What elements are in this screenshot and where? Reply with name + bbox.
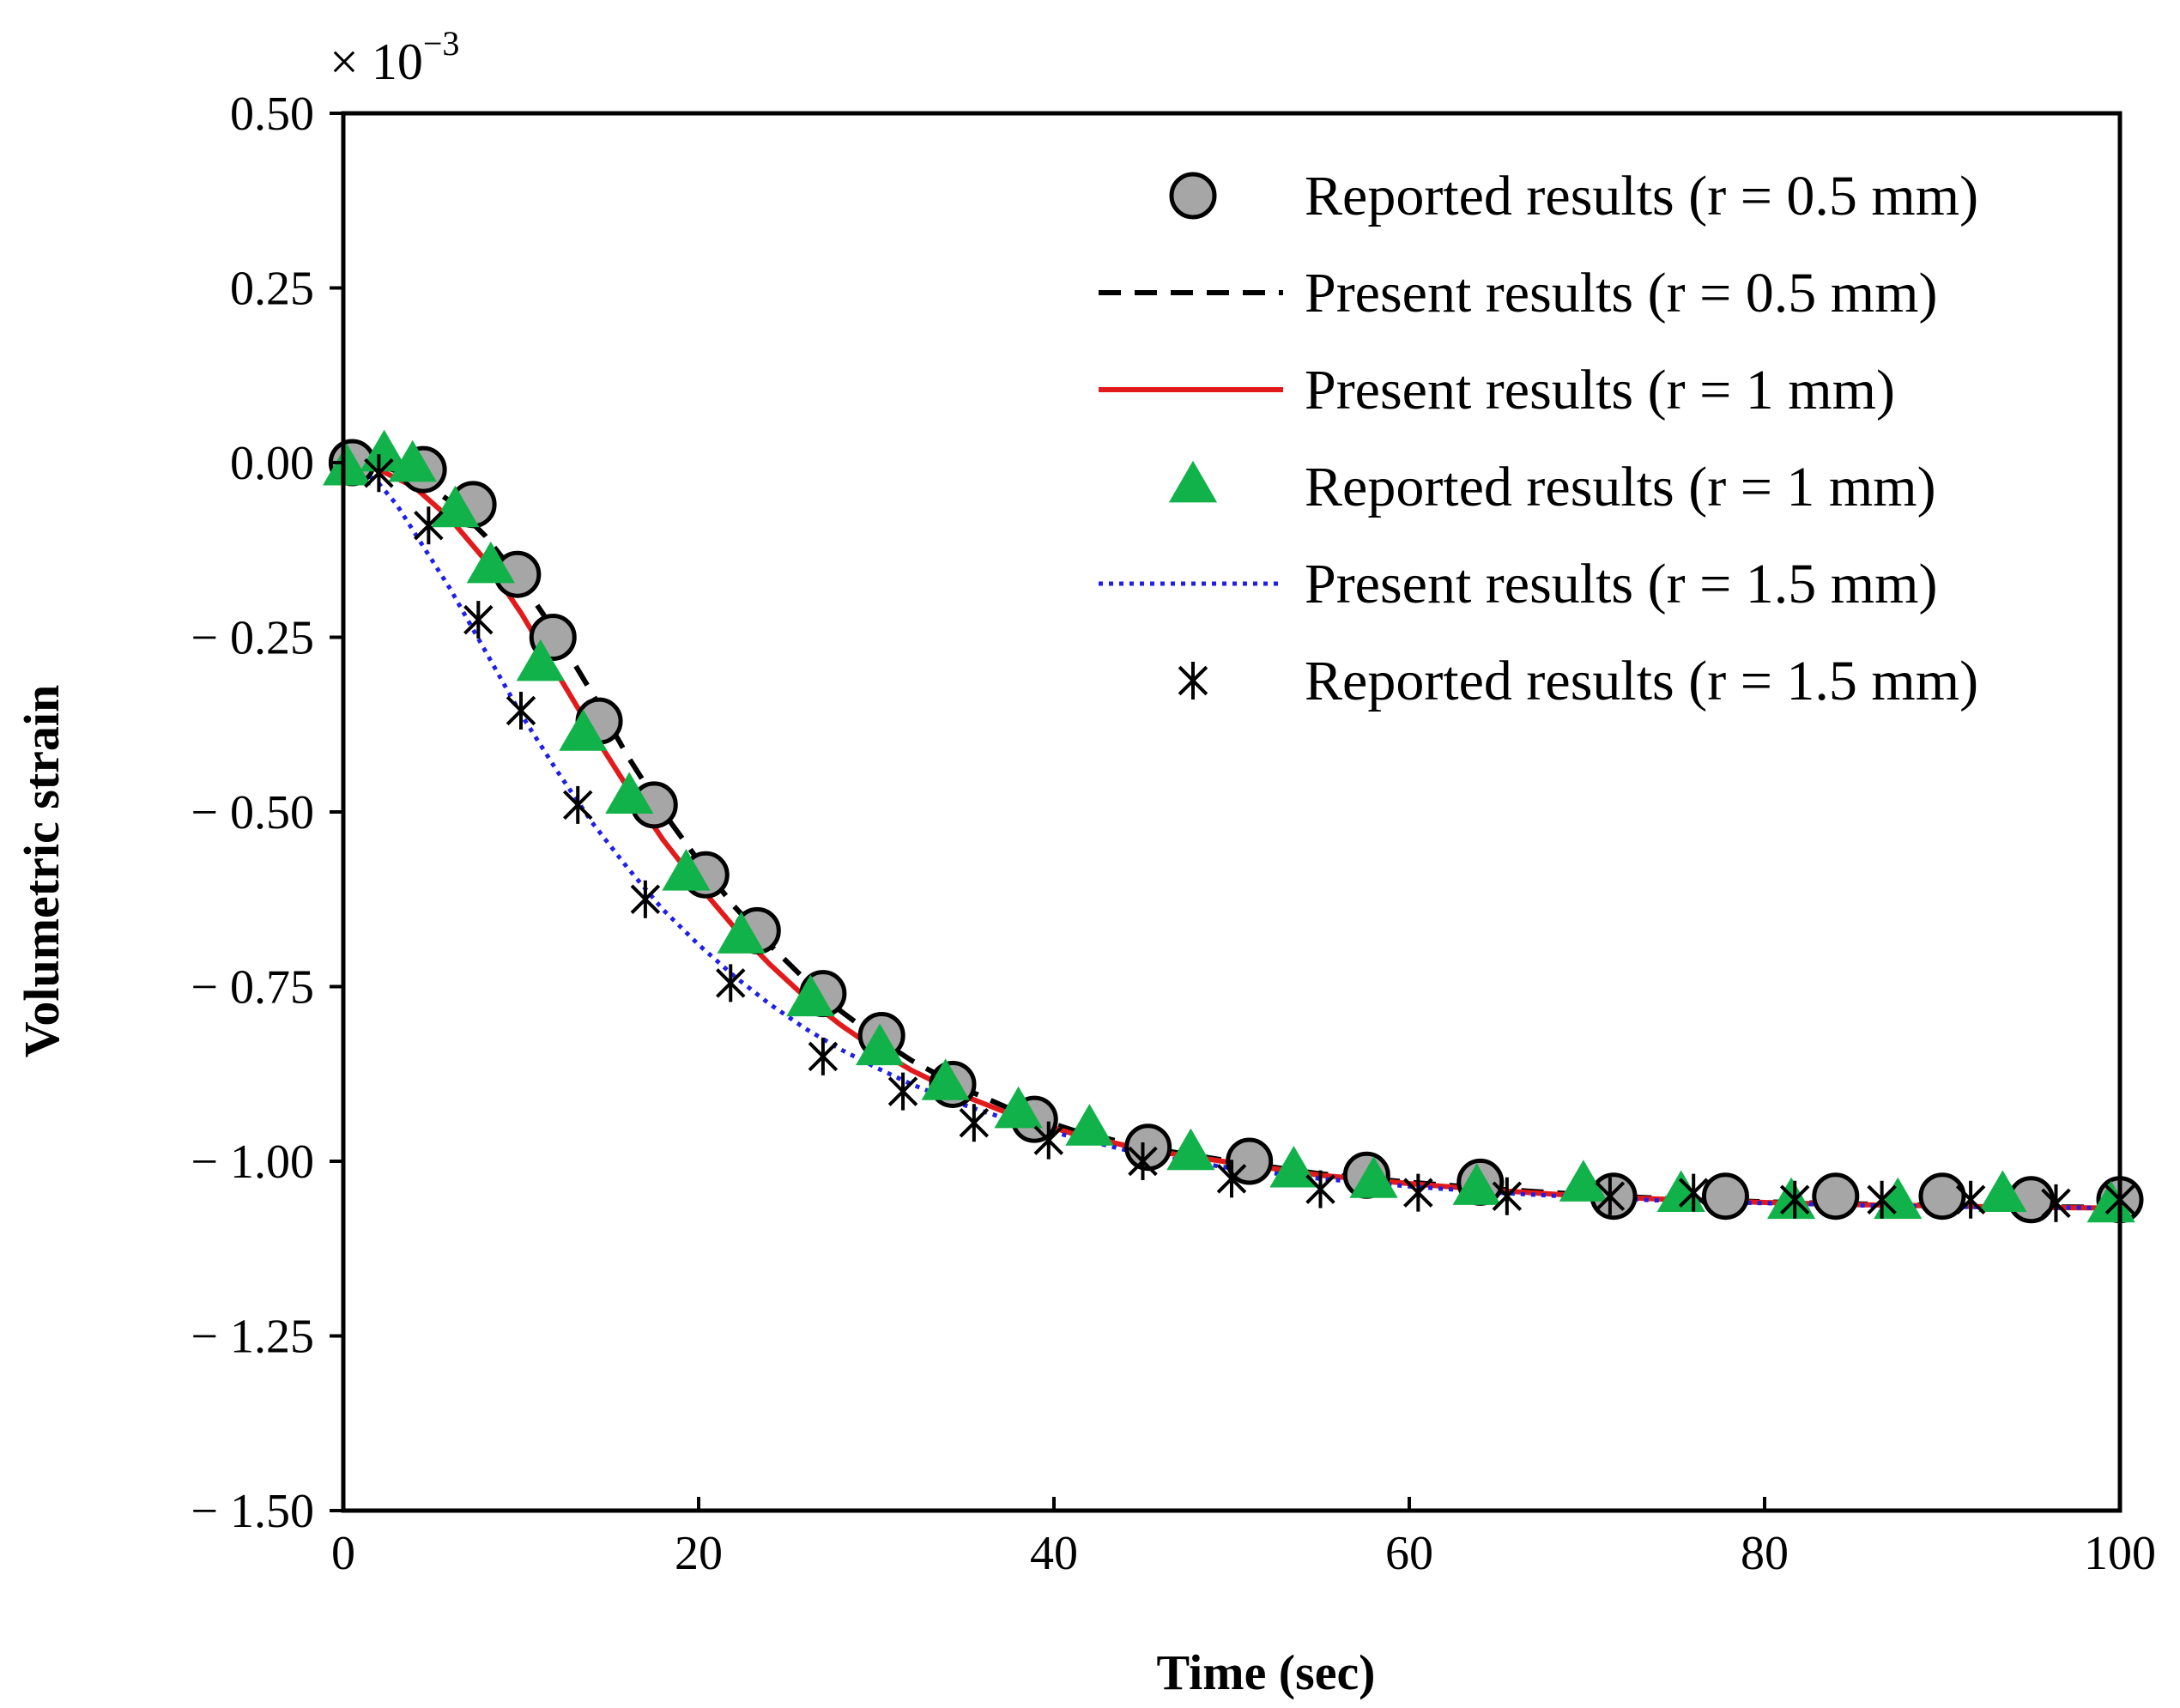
data-point-reported-results-r-0-5-mm — [1124, 1124, 1172, 1172]
legend-entry: Reported results (r = 1 mm) — [1168, 456, 1936, 518]
plot-markers — [323, 429, 2144, 1224]
data-point-reported-results-r-1-mm — [323, 443, 372, 486]
legend-label: Reported results (r = 0.5 mm) — [1305, 165, 1978, 227]
x-tick-label: 20 — [675, 1527, 723, 1580]
legend: Reported results (r = 0.5 mm) Present res… — [1099, 165, 1978, 712]
legend-entry: Present results (r = 1.5 mm) — [1099, 553, 1937, 615]
data-point-reported-results-r-1-mm — [466, 541, 515, 584]
data-point-reported-results-r-1-5-mm — [887, 1072, 918, 1111]
y-tick-label: − 0.50 — [191, 786, 314, 839]
data-point-reported-results-r-1-mm — [605, 772, 654, 815]
data-point-reported-results-r-1-5-mm — [463, 601, 494, 639]
legend-entry: Reported results (r = 1.5 mm) — [1178, 650, 1978, 712]
data-point-reported-results-r-1-mm — [662, 848, 711, 891]
data-point-reported-results-r-1-mm — [921, 1058, 970, 1100]
data-point-reported-results-r-1-mm — [1065, 1104, 1114, 1146]
data-point-reported-results-r-1-5-mm — [1779, 1180, 1810, 1219]
data-point-reported-results-r-1-mm — [786, 974, 835, 1017]
data-point-reported-results-r-1-mm — [1269, 1145, 1318, 1188]
data-point-reported-results-r-1-mm — [1874, 1177, 1923, 1220]
legend-marker-symbol — [1178, 662, 1208, 700]
data-point-reported-results-r-1-5-mm — [1867, 1180, 1897, 1219]
data-point-reported-results-r-1-5-mm — [630, 880, 661, 918]
data-point-reported-results-r-1-5-mm — [716, 964, 746, 1002]
y-axis-ticks: 0.50 0.25 0.00 − 0.25 − 0.50 − 0.75 − 1.00 − 1.… — [191, 88, 343, 1538]
data-point-reported-results-r-1-5-mm — [1033, 1121, 1064, 1160]
data-point-reported-results-r-1-5-mm — [562, 785, 593, 824]
legend-label: Present results (r = 1.5 mm) — [1305, 553, 1937, 615]
data-point-reported-results-r-1-mm — [994, 1086, 1043, 1129]
data-point-reported-results-r-1-mm — [1452, 1163, 1501, 1205]
data-point-reported-results-r-1-5-mm — [808, 1037, 839, 1075]
data-point-reported-results-r-1-mm — [388, 439, 437, 482]
data-point-reported-results-r-1-mm — [559, 709, 608, 751]
data-point-reported-results-r-1-5-mm — [506, 691, 536, 730]
data-point-reported-results-r-1-mm — [360, 429, 409, 472]
y-tick-label: 0.50 — [230, 88, 314, 141]
data-point-reported-results-r-1-5-mm — [1955, 1180, 1986, 1219]
x-axis-ticks: 0 20 40 60 80 100 — [331, 1497, 2156, 1580]
x-tick-label: 40 — [1030, 1527, 1078, 1580]
legend-marker-symbol — [1169, 172, 1217, 220]
data-point-reported-results-r-1-5-mm — [1305, 1170, 1335, 1208]
data-point-reported-results-r-1-mm — [856, 1023, 905, 1066]
data-point-reported-results-r-1-5-mm — [1492, 1177, 1523, 1215]
data-point-reported-results-r-1-mm — [1559, 1160, 1608, 1202]
data-point-reported-results-r-1-mm — [431, 485, 480, 528]
legend-entry: Reported results (r = 0.5 mm) — [1169, 165, 1978, 227]
data-point-reported-results-r-0-5-mm — [1812, 1172, 1860, 1220]
data-point-reported-results-r-1-mm — [717, 912, 766, 954]
y-axis-title: Volumetric strain — [14, 685, 70, 1057]
data-point-reported-results-r-1-mm — [1978, 1170, 2027, 1213]
data-point-reported-results-r-1-5-mm — [364, 454, 394, 493]
data-point-reported-results-r-1-5-mm — [1678, 1173, 1709, 1212]
y-tick-label: 0.00 — [230, 437, 314, 490]
data-point-reported-results-r-1-5-mm — [1216, 1160, 1247, 1198]
x-tick-label: 0 — [331, 1527, 355, 1580]
data-point-reported-results-r-0-5-mm — [1918, 1172, 1966, 1220]
data-point-reported-results-r-1-5-mm — [1128, 1142, 1158, 1180]
y-tick-label: − 1.50 — [191, 1485, 314, 1538]
legend-label: Present results (r = 1 mm) — [1305, 359, 1895, 421]
data-point-reported-results-r-1-5-mm — [1403, 1173, 1433, 1212]
x-tick-label: 80 — [1741, 1527, 1789, 1580]
x-tick-label: 60 — [1385, 1527, 1433, 1580]
legend-entry: Present results (r = 0.5 mm) — [1099, 262, 1937, 324]
y-tick-label: 0.25 — [230, 263, 314, 316]
data-point-reported-results-r-1-mm — [1349, 1156, 1398, 1198]
legend-label: Present results (r = 0.5 mm) — [1305, 262, 1937, 324]
data-point-reported-results-r-1-5-mm — [414, 506, 444, 545]
axis-scale-label: × 10−3 — [330, 24, 459, 90]
legend-marker-symbol — [1168, 460, 1218, 503]
legend-label: Reported results (r = 1 mm) — [1305, 456, 1936, 518]
data-point-reported-results-r-0-5-mm — [1701, 1172, 1749, 1220]
y-tick-label: − 1.25 — [191, 1311, 314, 1364]
data-point-reported-results-r-1-5-mm — [2041, 1184, 2071, 1222]
data-point-reported-results-r-1-5-mm — [959, 1104, 990, 1142]
data-point-reported-results-r-1-mm — [1166, 1128, 1215, 1171]
data-point-reported-results-r-1-5-mm — [1595, 1177, 1626, 1215]
legend-entry: Present results (r = 1 mm) — [1099, 359, 1895, 421]
x-tick-label: 100 — [2084, 1527, 2156, 1580]
y-tick-label: − 0.25 — [191, 612, 314, 665]
x-axis-title: Time (sec) — [1157, 1644, 1376, 1700]
data-point-reported-results-r-1-mm — [516, 639, 565, 681]
y-tick-label: − 0.75 — [191, 961, 314, 1015]
y-tick-label: − 1.00 — [191, 1136, 314, 1189]
legend-label: Reported results (r = 1.5 mm) — [1305, 650, 1978, 712]
